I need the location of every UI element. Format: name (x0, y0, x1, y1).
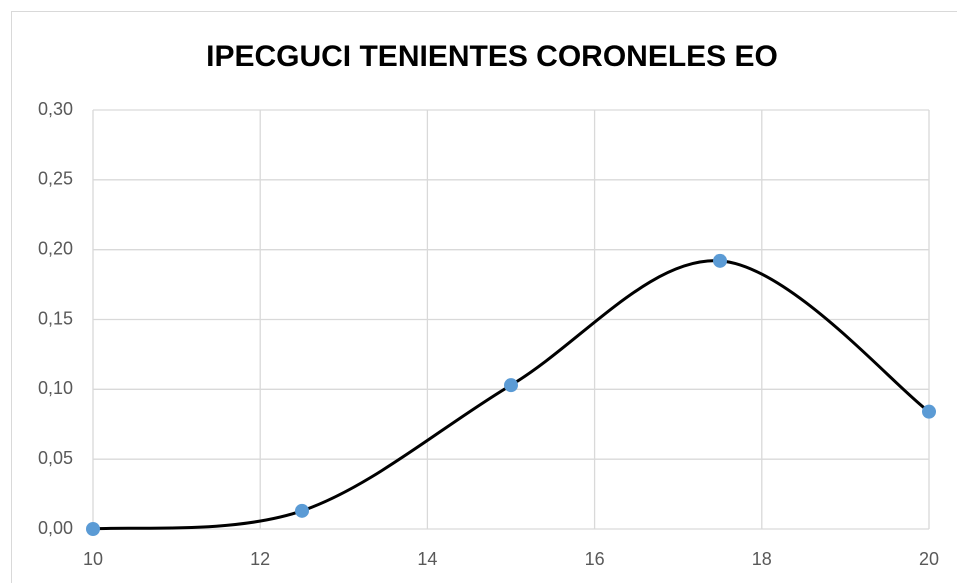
marker (922, 404, 936, 419)
y-tick-label: 0,20 (38, 238, 73, 258)
marker (295, 503, 309, 518)
marker (86, 522, 100, 536)
y-tick-label: 0,05 (38, 448, 73, 468)
x-tick-label: 20 (919, 549, 939, 569)
x-tick-label: 10 (83, 549, 103, 569)
marker (713, 253, 727, 268)
x-tick-label: 18 (752, 549, 772, 569)
chart-title: IPECGUCI TENIENTES CORONELES EO (206, 40, 778, 73)
y-tick-label: 0,00 (38, 518, 73, 538)
y-tick-label: 0,30 (38, 99, 73, 119)
y-tick-label: 0,25 (38, 169, 73, 189)
chart-border (11, 11, 957, 583)
y-tick-label: 0,10 (38, 378, 73, 398)
y-tick-label: 0,15 (38, 308, 73, 328)
x-tick-label: 14 (417, 549, 437, 569)
marker (504, 378, 518, 393)
line (92, 259, 930, 531)
x-tick-label: 12 (250, 549, 270, 569)
x-tick-label: 16 (585, 549, 605, 569)
